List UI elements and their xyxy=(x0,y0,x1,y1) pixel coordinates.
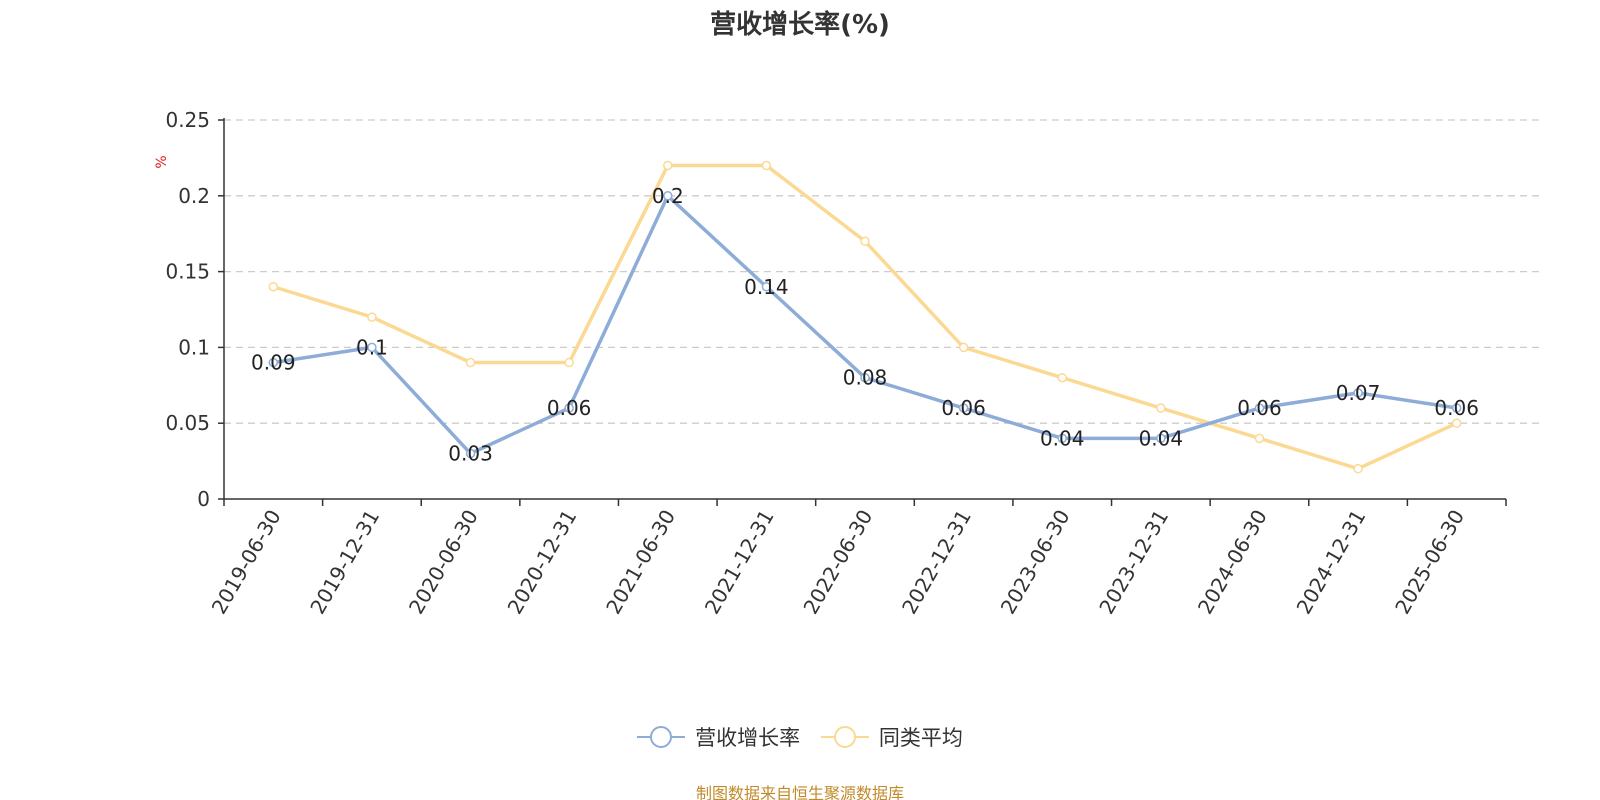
legend-item-peer-average[interactable]: 同类平均 xyxy=(820,722,963,752)
data-point-revenue-growth[interactable] xyxy=(564,403,574,413)
data-label: 0.04 xyxy=(1040,426,1085,450)
x-tick-label: 2025-06-30 xyxy=(1390,506,1469,619)
data-label: 0.03 xyxy=(448,442,493,466)
x-tick-label: 2024-12-31 xyxy=(1292,506,1371,619)
source-note: 制图数据来自恒生聚源数据库 xyxy=(695,784,904,800)
data-point-revenue-growth[interactable] xyxy=(465,448,476,459)
x-tick-label: 2022-06-30 xyxy=(798,506,877,619)
data-point-peer-average[interactable] xyxy=(1156,403,1166,413)
data-point-revenue-growth[interactable] xyxy=(958,403,969,413)
x-tick-label: 2021-12-31 xyxy=(700,506,779,619)
x-tick-label: 2022-12-31 xyxy=(897,506,976,619)
data-point-peer-average[interactable] xyxy=(465,357,476,368)
legend-swatch-revenue-growth-icon xyxy=(637,726,686,748)
chart-title: 营收增长率(%) xyxy=(710,10,890,40)
x-tick-label: 2019-06-30 xyxy=(207,506,286,619)
data-point-revenue-growth[interactable] xyxy=(663,191,673,201)
legend-swatch-peer-average-icon xyxy=(820,726,869,748)
y-axis-label: % xyxy=(154,155,170,168)
data-point-peer-average[interactable] xyxy=(860,236,870,247)
x-tick-label: 2023-12-31 xyxy=(1094,506,1173,619)
data-label: 0.07 xyxy=(1336,381,1381,405)
data-point-peer-average[interactable] xyxy=(761,160,772,171)
data-point-revenue-growth[interactable] xyxy=(1156,433,1166,444)
data-point-revenue-growth[interactable] xyxy=(1254,403,1265,413)
y-tick-label: 0.05 xyxy=(165,411,210,435)
x-tick-label: 2019-12-31 xyxy=(305,506,384,619)
data-point-peer-average[interactable] xyxy=(663,160,673,171)
data-point-peer-average[interactable] xyxy=(268,282,279,292)
data-label: 0.09 xyxy=(251,351,296,375)
data-point-revenue-growth[interactable] xyxy=(1451,403,1462,413)
data-label: 0.04 xyxy=(1139,426,1184,450)
x-tick-label: 2021-06-30 xyxy=(601,506,680,619)
x-tick-label: 2020-06-30 xyxy=(404,506,483,619)
data-point-revenue-growth[interactable] xyxy=(761,282,772,292)
legend-label-revenue-growth: 营收增长率 xyxy=(695,726,801,750)
data-label: 0.08 xyxy=(843,366,888,390)
data-label: 0.06 xyxy=(941,396,986,420)
data-point-peer-average[interactable] xyxy=(958,342,969,353)
data-point-peer-average[interactable] xyxy=(1451,418,1462,428)
data-label: 0.06 xyxy=(547,396,592,420)
y-tick-label: 0 xyxy=(197,487,210,511)
x-tick-label: 2023-06-30 xyxy=(996,506,1075,619)
x-tick-label: 2020-12-31 xyxy=(503,506,582,619)
data-label: 0.14 xyxy=(744,275,789,299)
data-point-revenue-growth[interactable] xyxy=(1057,433,1067,444)
y-tick-label: 0.25 xyxy=(165,108,210,132)
y-tick-label: 0.1 xyxy=(178,335,210,359)
data-point-peer-average[interactable] xyxy=(1057,372,1067,383)
data-point-revenue-growth[interactable] xyxy=(1353,388,1363,398)
y-tick-label: 0.15 xyxy=(165,260,210,284)
data-point-peer-average[interactable] xyxy=(1353,463,1363,474)
data-label: 0.2 xyxy=(652,184,684,208)
data-label: 0.06 xyxy=(1434,396,1479,420)
y-tick-label: 0.2 xyxy=(178,184,210,208)
data-label: 0.06 xyxy=(1237,396,1282,420)
legend-label-peer-average: 同类平均 xyxy=(878,726,963,750)
data-point-revenue-growth[interactable] xyxy=(860,372,870,383)
data-point-revenue-growth[interactable] xyxy=(367,342,377,353)
data-point-revenue-growth[interactable] xyxy=(268,357,279,368)
x-tick-label: 2024-06-30 xyxy=(1193,506,1272,619)
data-point-peer-average[interactable] xyxy=(1254,433,1265,444)
legend: 营收增长率 同类平均 xyxy=(0,722,1600,754)
data-label: 0.1 xyxy=(356,335,388,359)
data-point-peer-average[interactable] xyxy=(564,357,574,368)
legend-item-revenue-growth[interactable]: 营收增长率 xyxy=(637,722,800,752)
data-point-peer-average[interactable] xyxy=(367,312,377,322)
